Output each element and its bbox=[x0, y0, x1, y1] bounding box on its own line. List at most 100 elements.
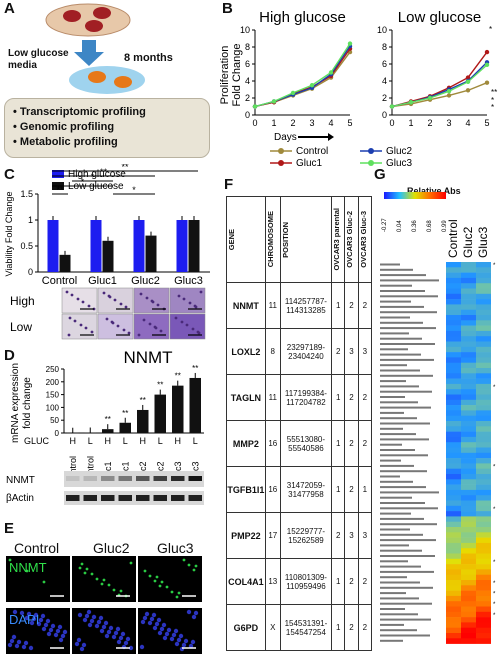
cell-dot bbox=[174, 316, 178, 320]
heatmap-cell bbox=[446, 458, 461, 464]
heatmap-cell bbox=[446, 267, 461, 273]
heatmap-cell bbox=[446, 595, 461, 602]
cell-dot bbox=[81, 642, 87, 648]
cell-dot bbox=[43, 622, 49, 628]
heatmap-cell bbox=[476, 468, 491, 475]
cell-dot bbox=[116, 639, 122, 645]
gluc3-cell: 2 bbox=[357, 282, 373, 329]
metabolite-label bbox=[380, 300, 411, 303]
heatmap-cell bbox=[476, 389, 491, 395]
heatmap-cell bbox=[446, 484, 461, 491]
cell-dot bbox=[140, 619, 146, 625]
metabolite-label bbox=[380, 464, 414, 467]
cell-dot bbox=[87, 622, 93, 628]
table-row: TAGLN 11 117199384- 117204782 1 2 2 bbox=[226, 374, 373, 421]
heatmap-cell bbox=[446, 299, 461, 305]
cell-dot bbox=[193, 304, 197, 308]
x-axis-label: Days bbox=[274, 132, 297, 143]
scale-tick: 0.04 bbox=[397, 220, 403, 232]
x-tick-label: Gluc1 bbox=[88, 275, 117, 287]
y-axis-label: Proliferation bbox=[219, 46, 231, 105]
metabolite-label bbox=[380, 343, 435, 345]
heatmap-cell bbox=[476, 272, 491, 279]
heatmap-cell bbox=[461, 431, 476, 438]
panel-e-micrographs: NNMT DAPI bbox=[6, 556, 202, 654]
panel-label-e: E bbox=[4, 520, 15, 537]
heatmap-cell bbox=[461, 585, 476, 591]
metabolite-label bbox=[380, 608, 405, 610]
column-label: Control bbox=[446, 219, 460, 258]
cell-dot bbox=[26, 611, 32, 617]
heatmap-cell bbox=[461, 601, 476, 607]
cell-dot bbox=[177, 591, 181, 595]
heatmap-cell bbox=[446, 527, 461, 533]
heatmap-cell bbox=[461, 277, 476, 284]
cell-dot bbox=[137, 333, 141, 337]
metabolite-label bbox=[380, 422, 430, 425]
heatmap-cell bbox=[461, 606, 476, 613]
sig-label: * bbox=[493, 385, 496, 391]
position-cell: 114257787- 114313285 bbox=[279, 282, 333, 329]
panel-d-chart: NNMT 0 50 100 150 200 250 mRNA expression fold c… bbox=[6, 348, 204, 505]
cell-dot bbox=[152, 625, 158, 631]
heatmap-cell bbox=[446, 330, 461, 337]
legend-label: Gluc2 bbox=[386, 146, 413, 157]
cell-dot bbox=[123, 640, 129, 646]
table-row: TGFB1I1 16 31472059- 31477958 1 2 1 bbox=[226, 466, 373, 513]
blot-label: NNMT bbox=[6, 475, 35, 486]
heatmap-cell bbox=[461, 399, 476, 406]
heatmap-cell bbox=[476, 262, 491, 268]
heatmap-cell bbox=[476, 452, 491, 459]
y-tick-label: 0 bbox=[28, 267, 33, 277]
cell-dot bbox=[148, 322, 152, 326]
cell-dot bbox=[155, 575, 159, 579]
cell-dot bbox=[143, 569, 147, 573]
scale-tick: -0.27 bbox=[382, 218, 388, 232]
heatmap-cell bbox=[476, 362, 491, 369]
scale-tick: 0.99 bbox=[442, 220, 448, 232]
cell-dot bbox=[67, 333, 71, 337]
y-tick-label: 4 bbox=[245, 76, 250, 86]
heatmap-cell bbox=[446, 463, 461, 469]
heatmap-cell bbox=[446, 580, 461, 586]
data-point bbox=[389, 104, 395, 109]
cell-dot bbox=[23, 640, 29, 646]
western-blot-nnmt bbox=[64, 471, 204, 487]
heatmap-cell bbox=[476, 611, 491, 618]
heatmap-cell bbox=[461, 500, 476, 507]
bar-high-glucose bbox=[176, 220, 188, 272]
cell-dot bbox=[81, 300, 85, 304]
data-point bbox=[446, 89, 452, 94]
table-header-row: GENE CHROMOSOME POSITION OVCAR3 parental… bbox=[226, 196, 373, 283]
cell-dot bbox=[157, 630, 163, 636]
heatmap-cell bbox=[446, 479, 461, 485]
cell-dot bbox=[188, 643, 194, 649]
cell-dot bbox=[196, 330, 200, 334]
heatmap-cell bbox=[476, 336, 491, 342]
heatmap-cell bbox=[446, 574, 461, 581]
blot-band bbox=[171, 476, 185, 481]
metabolite-label bbox=[380, 390, 432, 393]
cell-dot bbox=[100, 582, 104, 586]
micrograph bbox=[138, 556, 202, 602]
cell-dot bbox=[91, 614, 97, 620]
y-axis-label: Fold Change bbox=[231, 44, 243, 107]
sig-label: ** bbox=[140, 396, 146, 405]
metabolite-label bbox=[380, 491, 439, 494]
heatmap-cell bbox=[476, 415, 491, 422]
cell-dot bbox=[160, 580, 164, 584]
gene-cell: PMP22 bbox=[226, 512, 266, 559]
heatmap-cell bbox=[446, 373, 461, 379]
metabolite-label bbox=[380, 592, 406, 595]
heatmap-cell bbox=[446, 315, 461, 321]
y-tick-label: 6 bbox=[382, 59, 387, 69]
gluc3-cell: 2 bbox=[357, 374, 373, 421]
cell-dot bbox=[107, 583, 111, 587]
cell-dot bbox=[199, 290, 203, 294]
data-point bbox=[446, 93, 452, 98]
cell-dot bbox=[183, 638, 189, 644]
sig-label: * bbox=[91, 172, 95, 182]
sig-label: * bbox=[493, 464, 496, 470]
cell-dot bbox=[70, 293, 74, 297]
